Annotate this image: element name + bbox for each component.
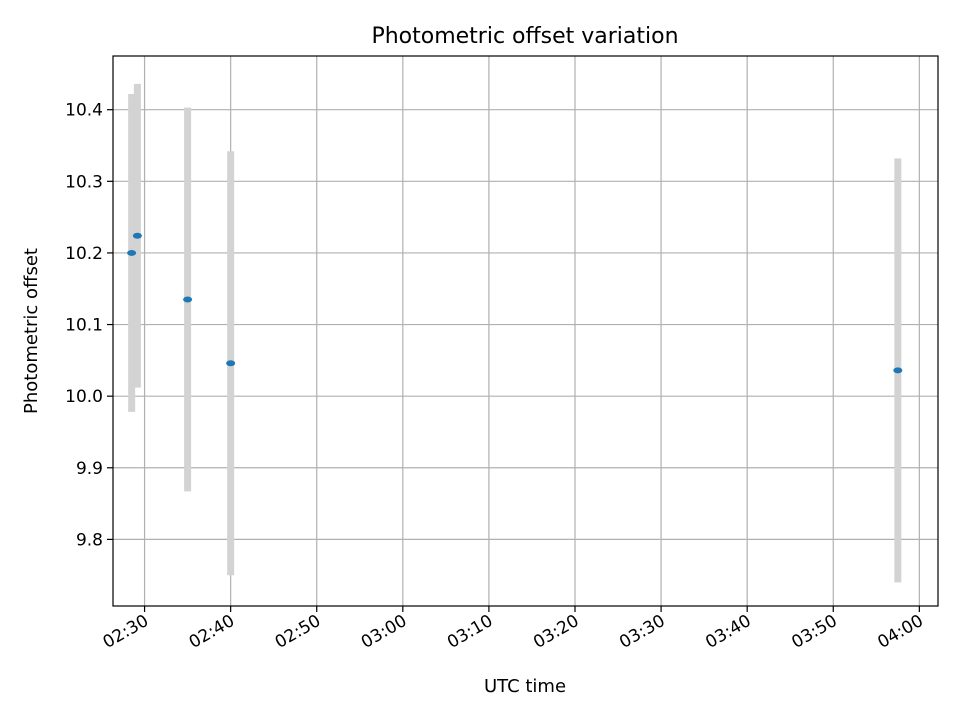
- y-tick-label: 10.0: [65, 387, 103, 407]
- y-tick-label: 10.3: [65, 172, 103, 192]
- x-axis-label: UTC time: [484, 676, 566, 697]
- y-tick-label: 10.2: [65, 244, 103, 264]
- y-tick-label: 10.4: [65, 101, 103, 121]
- chart-title: Photometric offset variation: [371, 24, 678, 49]
- data-point: [226, 360, 236, 367]
- y-tick-label: 9.8: [76, 530, 103, 550]
- y-tick-label: 10.1: [65, 316, 103, 336]
- data-point: [132, 232, 142, 239]
- data-point: [183, 296, 193, 303]
- data-points: [127, 232, 903, 374]
- plot-frame: [112, 55, 939, 607]
- data-point: [893, 367, 903, 374]
- data-point: [127, 249, 137, 256]
- grid: [113, 56, 938, 606]
- y-tick-label: 9.9: [76, 459, 103, 479]
- y-axis-label: Photometric offset: [21, 248, 42, 414]
